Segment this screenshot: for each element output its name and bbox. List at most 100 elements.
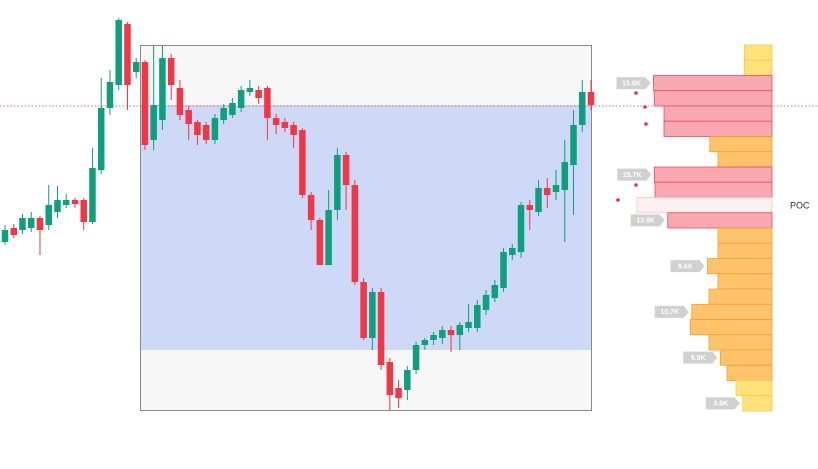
candle-body — [552, 185, 560, 192]
candle-body — [1, 230, 9, 242]
candle-body — [141, 62, 149, 145]
profile-bar — [743, 44, 773, 61]
candle-body — [54, 200, 61, 212]
candle-body — [351, 185, 359, 282]
candle-body — [526, 205, 534, 210]
profile-bar — [708, 288, 773, 305]
profile-bar — [717, 273, 773, 290]
candle-body — [264, 88, 271, 118]
candle-body — [211, 118, 219, 140]
value-label: 8.6K — [678, 263, 693, 270]
candle-body — [430, 335, 437, 340]
candle-body — [307, 195, 315, 220]
candle-body — [36, 218, 44, 230]
tag-shape — [705, 397, 740, 410]
profile-bar — [689, 319, 773, 336]
candle-body — [194, 122, 201, 135]
candle-body — [10, 228, 17, 235]
candle-body — [132, 62, 140, 72]
candle-body — [421, 340, 429, 345]
candle-body — [89, 168, 96, 222]
value-tag: 6.9K — [683, 351, 718, 364]
candle-body — [80, 200, 87, 222]
candle-body — [325, 210, 332, 265]
profile-bar — [653, 166, 773, 183]
value-tag: 10.7K — [654, 305, 689, 318]
candle-body — [150, 105, 157, 140]
profile-bar — [663, 120, 773, 137]
tag-shape — [617, 168, 652, 181]
profile-bar — [636, 197, 773, 214]
candle-body — [115, 20, 122, 85]
value-tag: 15.7K — [617, 168, 652, 181]
tag-shape — [670, 260, 705, 273]
candle-body — [456, 325, 464, 335]
profile-bar — [717, 227, 773, 244]
profile-bar — [719, 349, 773, 366]
candle-body — [447, 330, 455, 335]
dot — [634, 91, 638, 95]
candle-body — [255, 90, 262, 98]
value-label: 15.8K — [622, 80, 641, 87]
value-label: 15.7K — [623, 172, 642, 179]
candle-body — [246, 88, 254, 92]
profile-bar — [717, 242, 773, 259]
candle-body — [404, 370, 411, 390]
candle-body — [159, 58, 166, 120]
profile-bar — [708, 334, 773, 351]
value-label: 13.9K — [636, 218, 655, 225]
profile-bar — [654, 181, 773, 198]
profile-bar — [663, 105, 773, 122]
profile-bar — [691, 303, 773, 320]
candle-body — [386, 362, 394, 395]
candle-body — [412, 345, 420, 370]
candle-body — [561, 162, 569, 190]
candle-body — [587, 92, 595, 105]
candle-body — [544, 188, 551, 195]
profile-bar — [735, 380, 773, 397]
candle-body — [237, 90, 245, 108]
tag-shape — [616, 77, 651, 90]
candle-body — [97, 108, 105, 170]
candle-body — [19, 218, 26, 230]
value-label: 6.9K — [691, 355, 706, 362]
candle-body — [299, 130, 306, 195]
candle-body — [395, 388, 402, 398]
candle-body — [369, 292, 376, 338]
candle-body — [491, 285, 499, 298]
profile-bar — [742, 395, 773, 412]
candle-body — [482, 295, 490, 310]
candle-body — [45, 205, 52, 225]
candle-body — [334, 155, 341, 210]
profile-dots — [616, 91, 648, 202]
candle-body — [509, 248, 516, 255]
profile-bar — [743, 59, 773, 76]
candle-body — [439, 330, 446, 338]
candle-body — [124, 24, 131, 85]
value-tag: 3.9K — [705, 397, 740, 410]
candle-body — [535, 188, 542, 212]
candle-body — [167, 58, 175, 85]
dot — [616, 198, 620, 202]
tag-shape — [683, 351, 718, 364]
tag-shape — [654, 305, 689, 318]
candle-body — [272, 118, 280, 125]
candle-body — [106, 82, 114, 108]
profile-bar — [667, 212, 773, 229]
dot — [634, 183, 638, 187]
value-tag: 8.6K — [670, 260, 705, 273]
value-tag: 13.9K — [630, 214, 665, 227]
candle-body — [229, 103, 236, 115]
candle-body — [342, 155, 350, 185]
candle-body — [185, 110, 192, 124]
candle-body — [71, 200, 79, 204]
tag-shape — [630, 214, 665, 227]
dot — [643, 105, 647, 109]
value-tag: 15.8K — [616, 77, 651, 90]
profile-bar — [717, 151, 773, 168]
candle-body — [517, 205, 525, 252]
profile-bar — [726, 364, 773, 381]
candle-body — [290, 125, 297, 135]
profile-bar — [653, 90, 773, 107]
